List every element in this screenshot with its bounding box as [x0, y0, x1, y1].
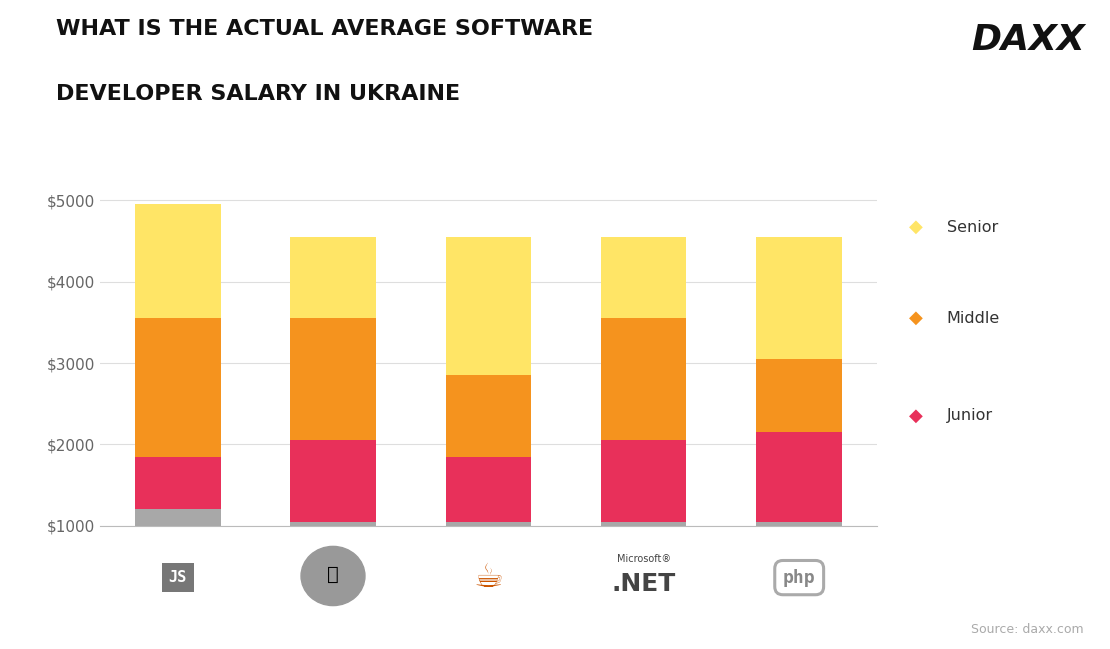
- Text: DAXX: DAXX: [971, 23, 1084, 56]
- Text: php: php: [783, 569, 816, 587]
- Text: Senior: Senior: [947, 219, 998, 235]
- Text: ◆: ◆: [909, 309, 922, 327]
- Text: ◆: ◆: [909, 406, 922, 424]
- Bar: [135, 456, 221, 509]
- Circle shape: [301, 546, 365, 606]
- Bar: [601, 237, 686, 318]
- Bar: [291, 318, 376, 440]
- Text: Middle: Middle: [947, 310, 1000, 326]
- Bar: [446, 237, 531, 375]
- Bar: [756, 237, 841, 359]
- Text: JS: JS: [169, 570, 186, 585]
- Bar: [601, 318, 686, 440]
- Text: .NET: .NET: [612, 572, 676, 596]
- Bar: [291, 440, 376, 522]
- Bar: [756, 432, 841, 522]
- Bar: [601, 440, 686, 522]
- Text: ◆: ◆: [909, 218, 922, 236]
- Text: WHAT IS THE ACTUAL AVERAGE SOFTWARE: WHAT IS THE ACTUAL AVERAGE SOFTWARE: [56, 19, 593, 40]
- Text: DEVELOPER SALARY IN UKRAINE: DEVELOPER SALARY IN UKRAINE: [56, 84, 460, 104]
- Text: Microsoft®: Microsoft®: [617, 554, 670, 565]
- Bar: [135, 509, 221, 526]
- Bar: [446, 375, 531, 456]
- Bar: [291, 237, 376, 318]
- Bar: [135, 204, 221, 318]
- Bar: [756, 359, 841, 432]
- Bar: [756, 522, 841, 526]
- Text: Junior: Junior: [947, 408, 993, 423]
- Bar: [291, 522, 376, 526]
- Bar: [135, 318, 221, 456]
- Text: ☕: ☕: [474, 561, 503, 594]
- Text: Source: daxx.com: Source: daxx.com: [971, 623, 1083, 636]
- Text: 🐍: 🐍: [327, 565, 339, 584]
- Bar: [446, 456, 531, 522]
- Bar: [446, 522, 531, 526]
- Bar: [601, 522, 686, 526]
